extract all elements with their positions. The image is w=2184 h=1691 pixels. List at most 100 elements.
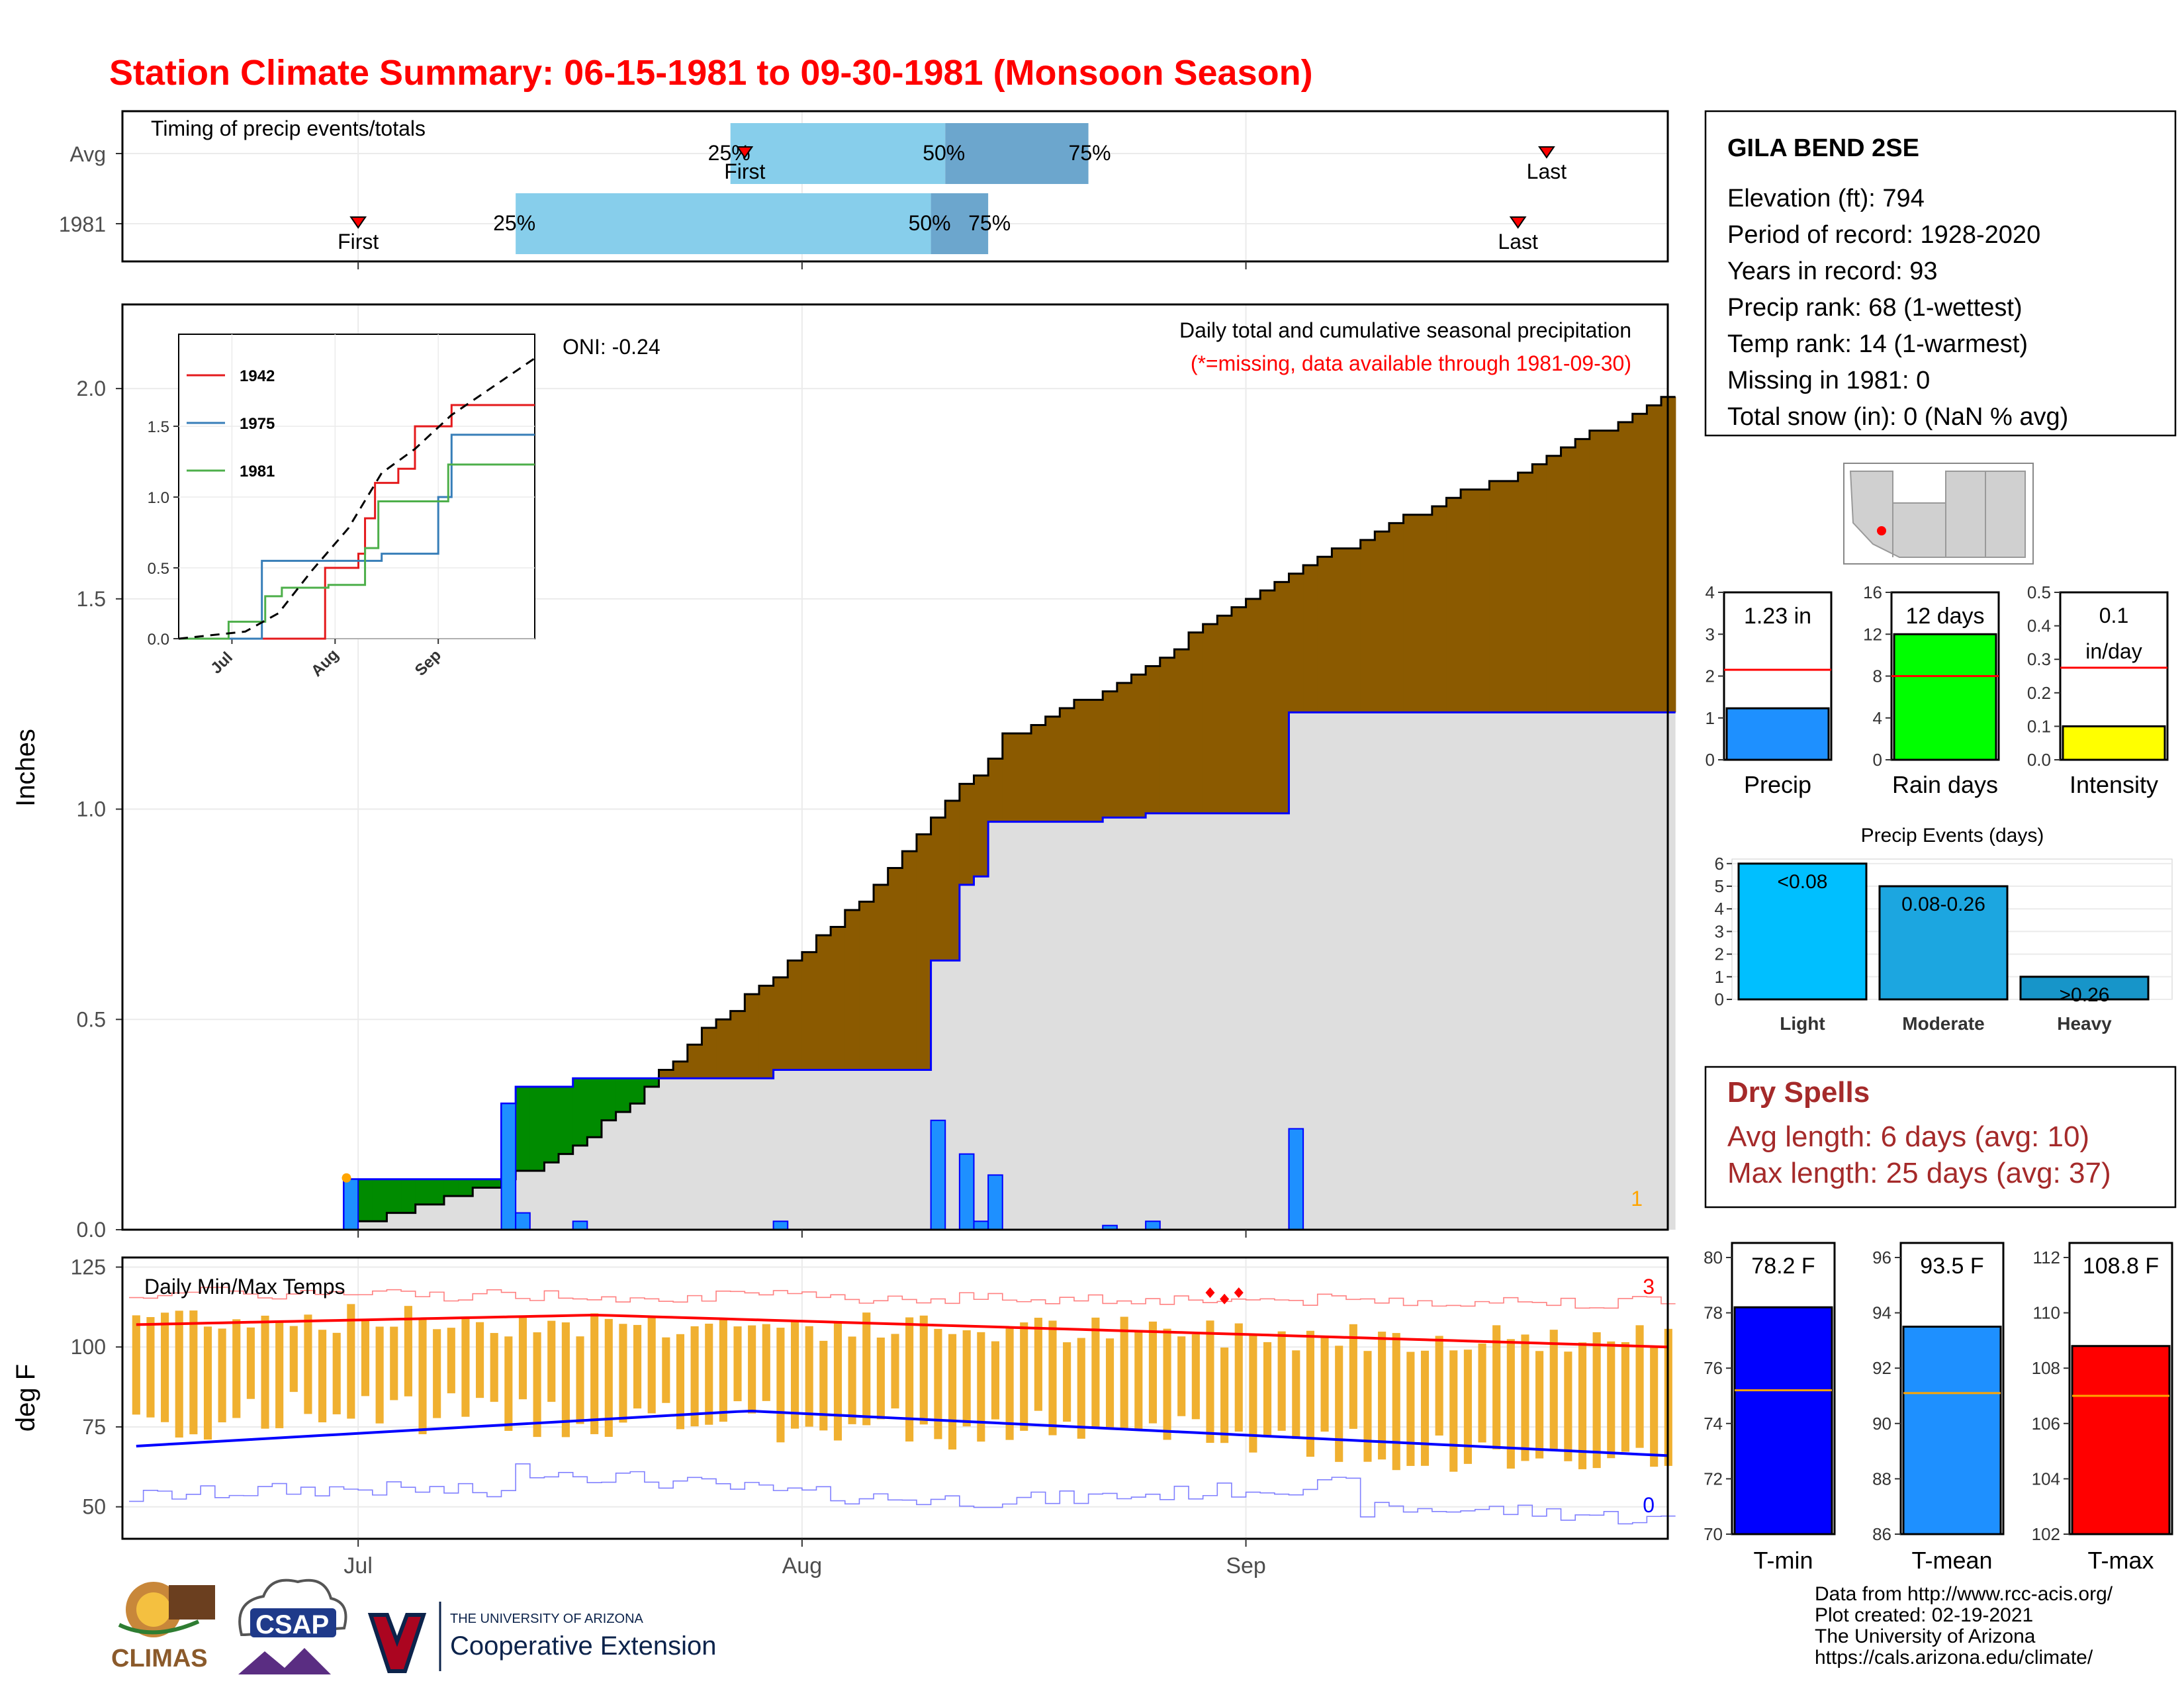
record-high-marker	[1205, 1287, 1215, 1299]
last-event-label: Last	[1498, 230, 1538, 253]
credit-line: The University of Arizona	[1815, 1625, 2036, 1647]
events-category-label: Heavy	[2057, 1013, 2112, 1034]
daily-temp-bar	[719, 1319, 727, 1422]
temp-summary-value-label: 78.2 F	[1751, 1254, 1815, 1279]
timing-p75-label: 75%	[968, 211, 1011, 235]
daily-temp-bar	[934, 1328, 942, 1440]
timing-bar-50-75	[945, 123, 1089, 184]
daily-temp-bar	[146, 1317, 155, 1418]
precip-y-tick-label: 1.0	[77, 798, 106, 821]
station-line: Years in record: 93	[1727, 257, 1938, 285]
temp-y-tick-label: 125	[71, 1255, 106, 1279]
daily-temp-bar	[762, 1324, 770, 1401]
record-high-marker	[1234, 1287, 1244, 1299]
daily-temp-bar	[261, 1315, 269, 1429]
first-event-marker	[736, 146, 754, 159]
precip-anomaly-band	[1375, 531, 1390, 713]
precip-anomaly-band	[1632, 414, 1647, 713]
precip-anomaly-band	[1317, 557, 1332, 713]
precip-anomaly-band	[1231, 607, 1247, 813]
precip-anomaly-band	[745, 994, 760, 1079]
daily-temp-bar	[748, 1325, 756, 1414]
temp-summary-tick-label: 76	[1704, 1358, 1723, 1378]
dry-spells-title: Dry Spells	[1727, 1076, 1870, 1109]
summary-bar-tick-label: 1	[1706, 708, 1715, 728]
daily-temp-bar	[1249, 1334, 1257, 1453]
precip-anomaly-band	[387, 1179, 402, 1213]
summary-value-label: 1.23 in	[1744, 604, 1811, 629]
precip-note: Daily total and cumulative seasonal prec…	[1179, 318, 1631, 342]
first-event-label: First	[338, 230, 379, 253]
station-line: Temp rank: 14 (1-warmest)	[1727, 330, 2028, 358]
precip-anomaly-band	[1575, 439, 1590, 713]
summary-bar-tick-label: 0.1	[2027, 716, 2051, 736]
precip-anomaly-band	[831, 927, 846, 1070]
temp-summary-tick-label: 86	[1872, 1524, 1891, 1544]
inset-legend-label: 1981	[240, 463, 275, 480]
temp-summary-tick-label: 112	[2033, 1248, 2060, 1267]
precip-anomaly-band	[1332, 548, 1347, 713]
timing-p50-label: 50%	[923, 141, 965, 165]
temp-summary-tick-label: 92	[1872, 1358, 1891, 1378]
precip-anomaly-band	[1160, 657, 1175, 813]
events-y-tick-label: 6	[1715, 854, 1724, 874]
daily-temp-bar	[1478, 1343, 1486, 1443]
daily-temp-bar	[1535, 1351, 1544, 1459]
daily-temp-bar	[1091, 1317, 1100, 1428]
precip-anomaly-band	[1045, 716, 1060, 822]
precip-anomaly-band	[1561, 447, 1576, 713]
temp-summary-value-bar	[1733, 1306, 1833, 1535]
daily-temp-bar	[1292, 1350, 1300, 1440]
temp-summary-bars: 70 72 74 76 78 80 78.2 F T-min 86 88 90 92 94 96 93.5 …	[1704, 1242, 2173, 1574]
precip-anomaly-band	[716, 1019, 731, 1079]
precip-anomaly-band	[1146, 666, 1161, 813]
credit-line: Plot created: 02-19-2021	[1815, 1604, 2033, 1626]
daily-temp-bar	[404, 1306, 412, 1396]
precip-anomaly-band	[1260, 590, 1275, 813]
inset-series-line	[179, 463, 535, 640]
precip-anomaly-band	[816, 935, 831, 1070]
daily-precip-bar	[515, 1212, 531, 1230]
credit-line: https://cals.arizona.edu/climate/	[1815, 1647, 2093, 1668]
daily-precip-bar	[930, 1119, 946, 1231]
events-y-tick-label: 3	[1715, 921, 1724, 941]
precip-y-tick-label: 0.5	[77, 1007, 106, 1031]
ua-line2: Cooperative Extension	[450, 1631, 716, 1661]
temp-y-tick-label: 50	[82, 1495, 106, 1519]
precip-anomaly-band	[1360, 539, 1375, 713]
precip-anomaly-band	[1017, 733, 1032, 822]
summary-bar-tick-label: 0	[1873, 750, 1882, 770]
precip-anomaly-band	[1475, 489, 1490, 713]
daily-temp-bar	[418, 1318, 427, 1434]
summary-bar-tick-label: 4	[1873, 708, 1882, 728]
precip-anomaly-band	[615, 1078, 631, 1113]
daily-temp-bar	[1177, 1336, 1186, 1416]
daily-temp-bar	[1048, 1320, 1057, 1436]
station-line: Period of record: 1928-2020	[1727, 221, 2040, 249]
summary-bar-tick-label: 0.4	[2027, 616, 2051, 636]
temp-y-tick-label: 100	[71, 1335, 106, 1359]
summary-value-bar	[1893, 633, 1997, 761]
precip-anomaly-band	[859, 901, 874, 1070]
station-info-box	[1704, 110, 2177, 437]
daily-temp-bar	[1635, 1325, 1644, 1448]
station-name: GILA BEND 2SE	[1727, 134, 1919, 162]
daily-temp-bar	[647, 1316, 656, 1414]
summary-bar-tick-label: 0.3	[2027, 649, 2051, 669]
daily-temp-bar	[476, 1322, 484, 1398]
events-y-tick-label: 0	[1715, 989, 1724, 1009]
cumulative-1981-line	[129, 711, 1676, 1231]
precip-anomaly-band	[601, 1078, 617, 1120]
timing-bar-25-50	[516, 193, 931, 254]
temp-summary-tick-label: 90	[1872, 1414, 1891, 1434]
precip-anomaly-band	[730, 1011, 745, 1079]
daily-temp-bar	[1163, 1328, 1171, 1440]
temp-summary-tick-label: 70	[1704, 1524, 1723, 1544]
precip-anomaly-band	[1246, 598, 1261, 813]
station-line: Precip rank: 68 (1-wettest)	[1727, 294, 2023, 322]
precip-events-panel: Precip Events (days) 01 2 34 56 <0.08 Light 0.0…	[1715, 825, 2173, 1034]
last-event-label: Last	[1527, 160, 1567, 183]
daily-temp-bar	[876, 1337, 885, 1420]
